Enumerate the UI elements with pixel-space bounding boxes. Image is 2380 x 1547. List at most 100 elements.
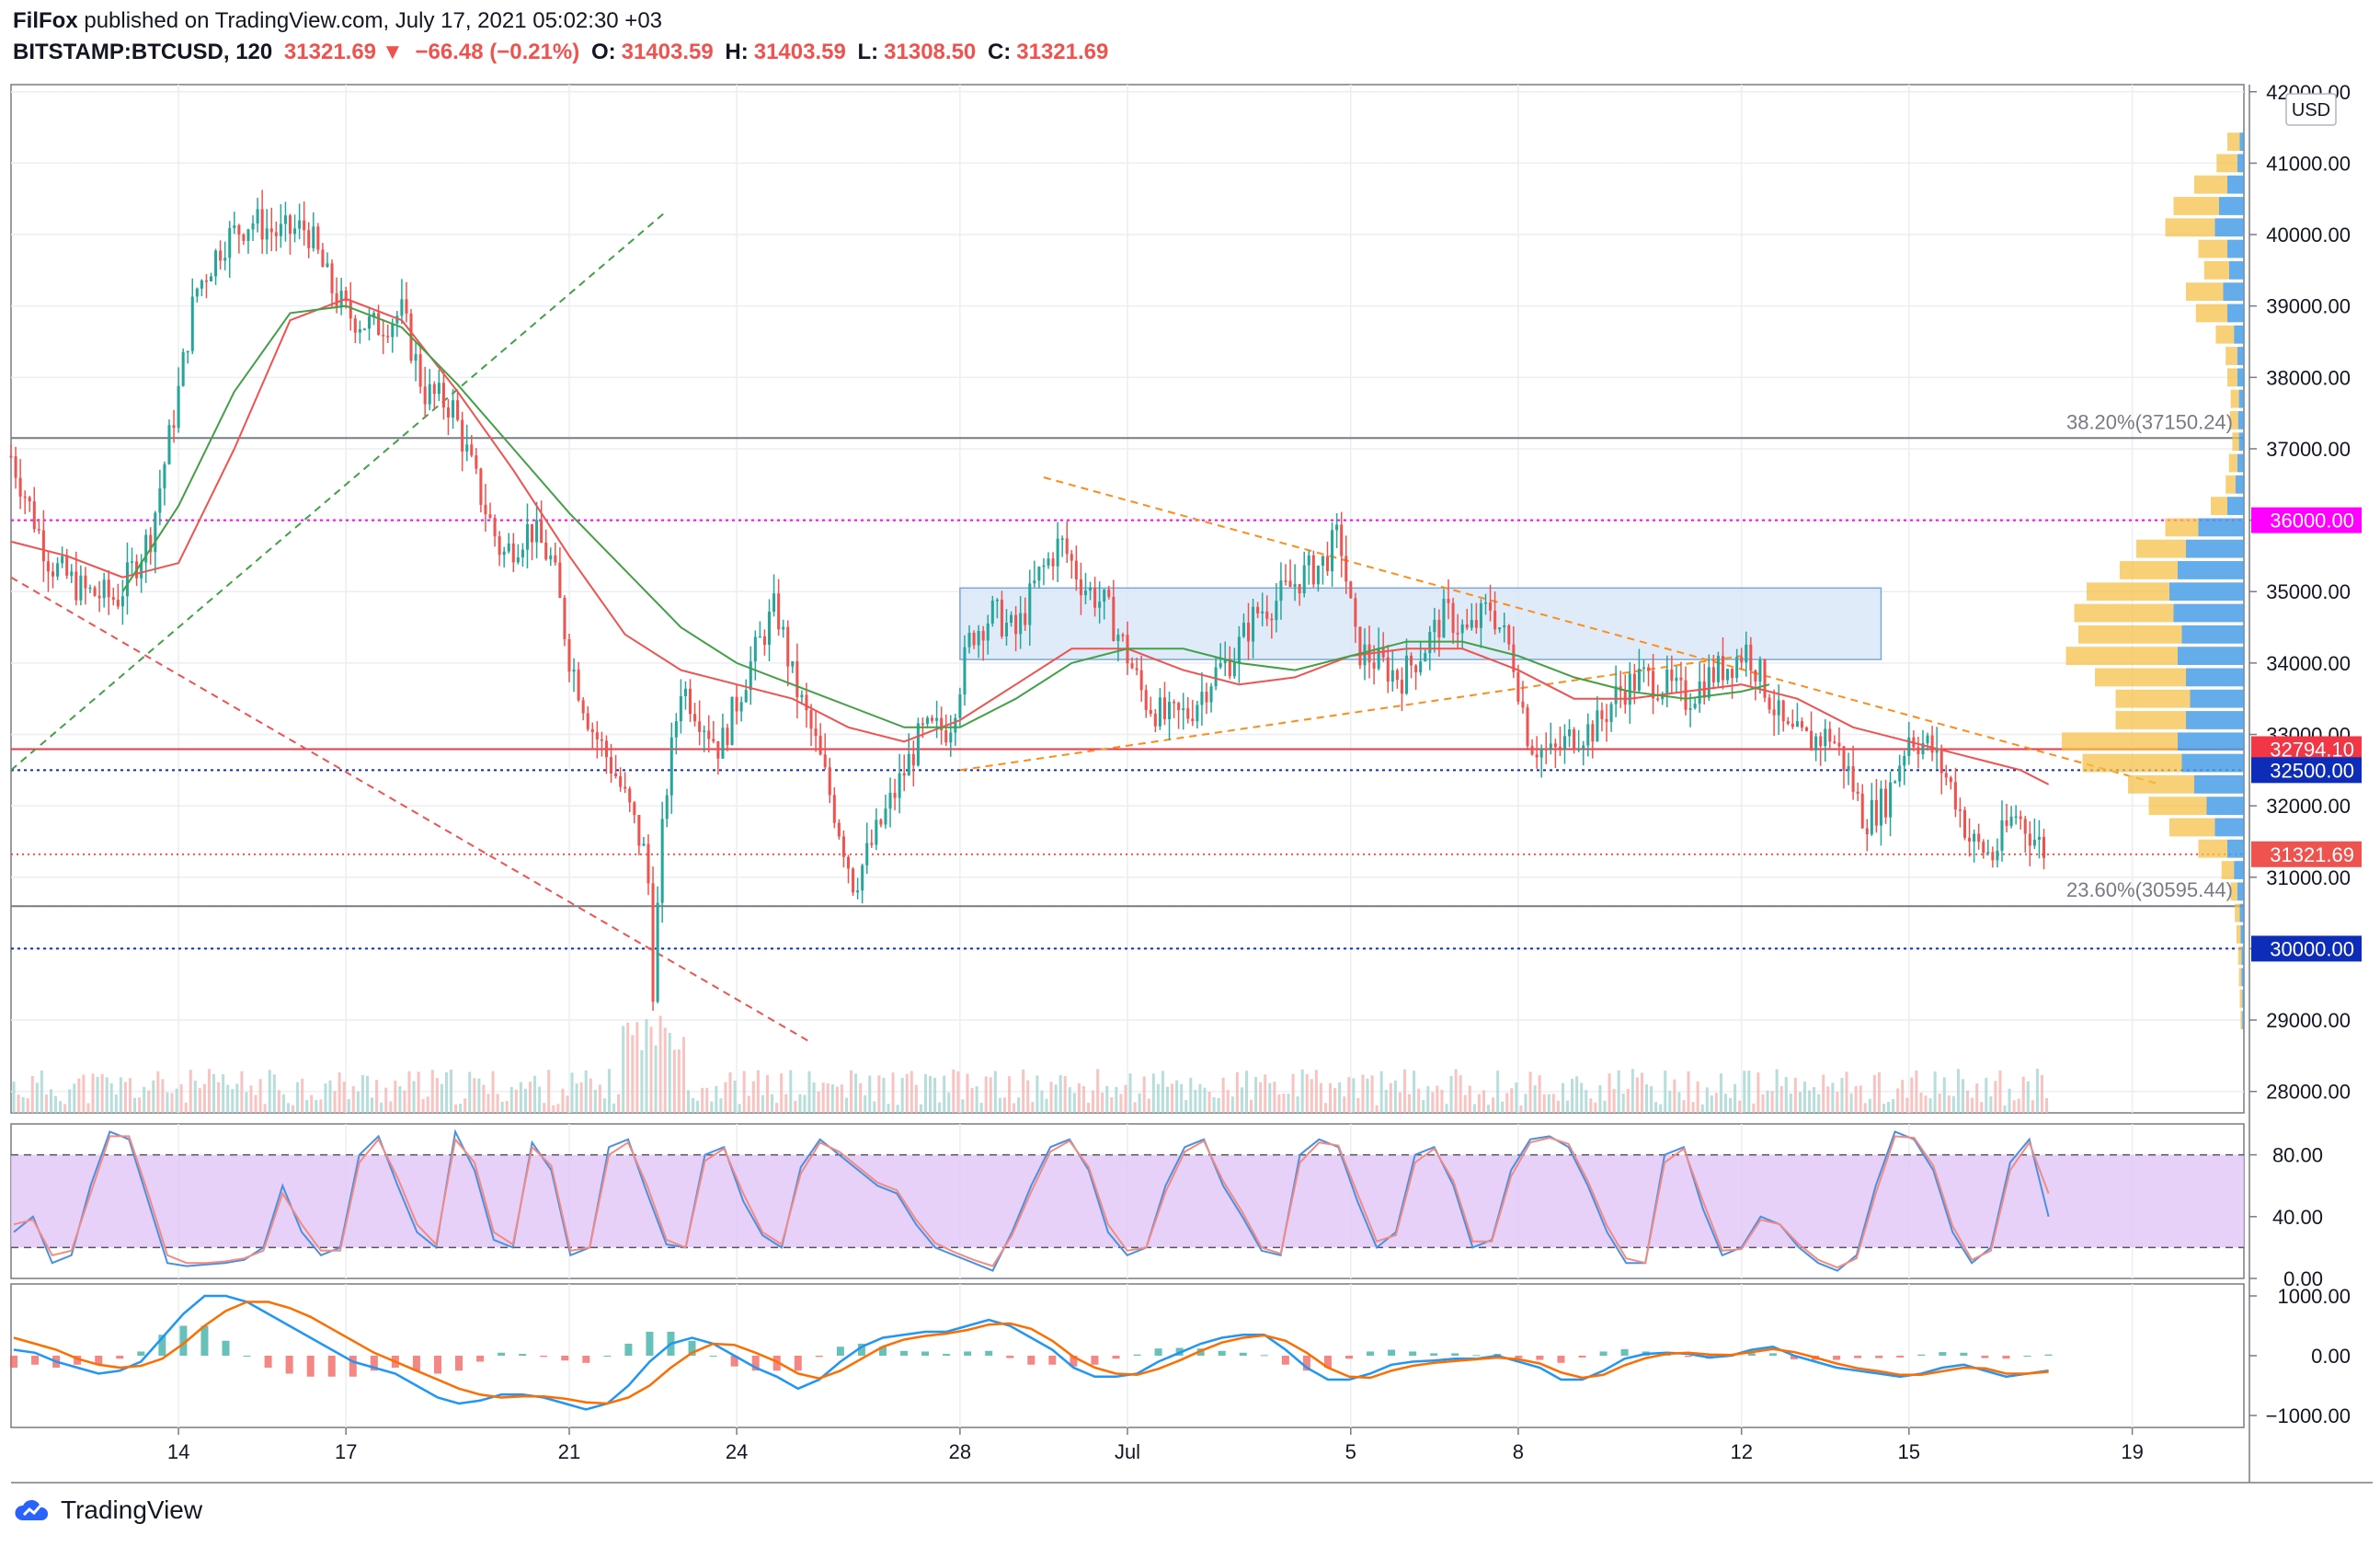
volume-bar [1221, 1077, 1225, 1113]
candle-body [1688, 707, 1692, 710]
macd-histogram-bar [878, 1346, 887, 1356]
candle-body [595, 732, 599, 739]
candle-body [511, 543, 515, 563]
candle-body [572, 670, 576, 672]
volume-bar [1766, 1090, 1769, 1113]
macd-histogram-bar [1790, 1356, 1798, 1359]
volume-bar [543, 1103, 546, 1113]
candle-body [1837, 742, 1841, 747]
time-axis[interactable]: 14 17 21 24 28 Jul 5 8 12 15 19 [167, 1427, 2144, 1463]
candle-body [1865, 828, 1869, 835]
volume-bar [914, 1084, 918, 1113]
candle-body [814, 728, 818, 737]
candle-body [316, 226, 320, 250]
candle-body [898, 773, 901, 798]
volume-bar [1668, 1090, 1672, 1113]
candle-body [549, 555, 553, 560]
volume-bar [1580, 1083, 1584, 1113]
volume-bar [1408, 1094, 1412, 1113]
volume-bar [1259, 1082, 1263, 1113]
volume-bar [231, 1089, 235, 1113]
macd-histogram-bar [1768, 1353, 1777, 1356]
volume-bar [1896, 1088, 1900, 1113]
macd-tick-label: −1000.00 [2266, 1404, 2351, 1427]
candle-body [1879, 788, 1882, 826]
candle-body [382, 335, 385, 337]
macd-histogram-bar [10, 1356, 18, 1368]
macd-histogram-bar [1218, 1350, 1226, 1356]
macd-histogram-bar [412, 1356, 420, 1371]
macd-histogram-bar [1833, 1356, 1841, 1360]
candle-body [902, 773, 906, 776]
volume-bar [324, 1083, 327, 1113]
volume-bar [407, 1071, 411, 1113]
volume-bar [63, 1104, 67, 1113]
candle-body [1991, 852, 1995, 861]
volume-bar [123, 1082, 127, 1113]
candle-body [721, 728, 725, 759]
tradingview-footer[interactable]: TradingView [13, 1495, 202, 1525]
candle-body [2009, 816, 2013, 826]
chart-header: FilFox published on TradingView.com, Jul… [13, 6, 1114, 68]
volume-bar [891, 1072, 895, 1113]
candle-body [1200, 692, 1204, 705]
volume-profile-bar-up [2186, 539, 2244, 558]
candle-body [1483, 602, 1488, 604]
volume-bar [459, 1103, 463, 1113]
candle-body [656, 902, 659, 1003]
volume-bar [784, 1094, 788, 1113]
candle-body [1763, 659, 1767, 698]
currency-badge[interactable] [2285, 93, 2337, 126]
candle-body [1051, 558, 1055, 567]
stochastic-pane[interactable] [11, 1129, 2244, 1272]
down-arrow-icon: ▼ [382, 40, 404, 64]
volume-bar [1515, 1082, 1518, 1113]
candle-body [1004, 623, 1009, 637]
candle-body [1512, 644, 1516, 672]
candle-body [610, 757, 613, 774]
volume-bar [528, 1082, 532, 1113]
volume-bar [1329, 1083, 1333, 1113]
open-value: 31403.59 [621, 40, 714, 64]
candle-body [841, 836, 845, 857]
volume-bar [1784, 1077, 1788, 1113]
x-tick-label: 19 [2121, 1440, 2143, 1463]
stoch-tick-label: 40.00 [2272, 1206, 2323, 1229]
volume-bar [1189, 1077, 1193, 1113]
volume-profile-bar-down [2228, 453, 2237, 473]
trendline [10, 576, 810, 1043]
volume-profile-bar-up [2234, 861, 2244, 879]
volume-bar [1045, 1098, 1048, 1113]
macd-histogram-bar [921, 1351, 930, 1356]
candle-body [1358, 626, 1362, 666]
volume-profile-bar-up [2178, 561, 2244, 579]
macd-histogram-bar [1070, 1356, 1078, 1367]
candle-body [2000, 819, 2004, 851]
candle-body [386, 336, 390, 338]
author-name[interactable]: FilFox [13, 8, 78, 33]
price-pane[interactable] [9, 189, 2244, 1043]
volume-bar [207, 1069, 212, 1113]
volume-bar [1171, 1083, 1174, 1113]
volume-bar [1640, 1072, 1643, 1113]
candle-body [1042, 565, 1046, 567]
candle-body [558, 562, 562, 598]
volume-bar [1951, 1095, 1955, 1113]
volume-bar [1128, 1073, 1132, 1113]
price-badge [2251, 935, 2362, 962]
macd-pane[interactable] [10, 1294, 2053, 1411]
volume-bar [1287, 1094, 1290, 1113]
candle-body [1079, 579, 1082, 596]
macd-histogram-bar [200, 1325, 209, 1356]
volume-bar [166, 1092, 169, 1113]
candle-body [116, 600, 120, 607]
candle-body [707, 730, 711, 739]
volume-bar [1040, 1090, 1044, 1113]
volume-profile-bar-down [2128, 774, 2194, 794]
candle-body [1949, 777, 1952, 783]
volume-bars [12, 1015, 2049, 1113]
symbol-label[interactable]: BITSTAMP:BTCUSD, 120 [13, 40, 273, 64]
volume-bar [444, 1071, 448, 1113]
low-label: L: [857, 40, 879, 64]
